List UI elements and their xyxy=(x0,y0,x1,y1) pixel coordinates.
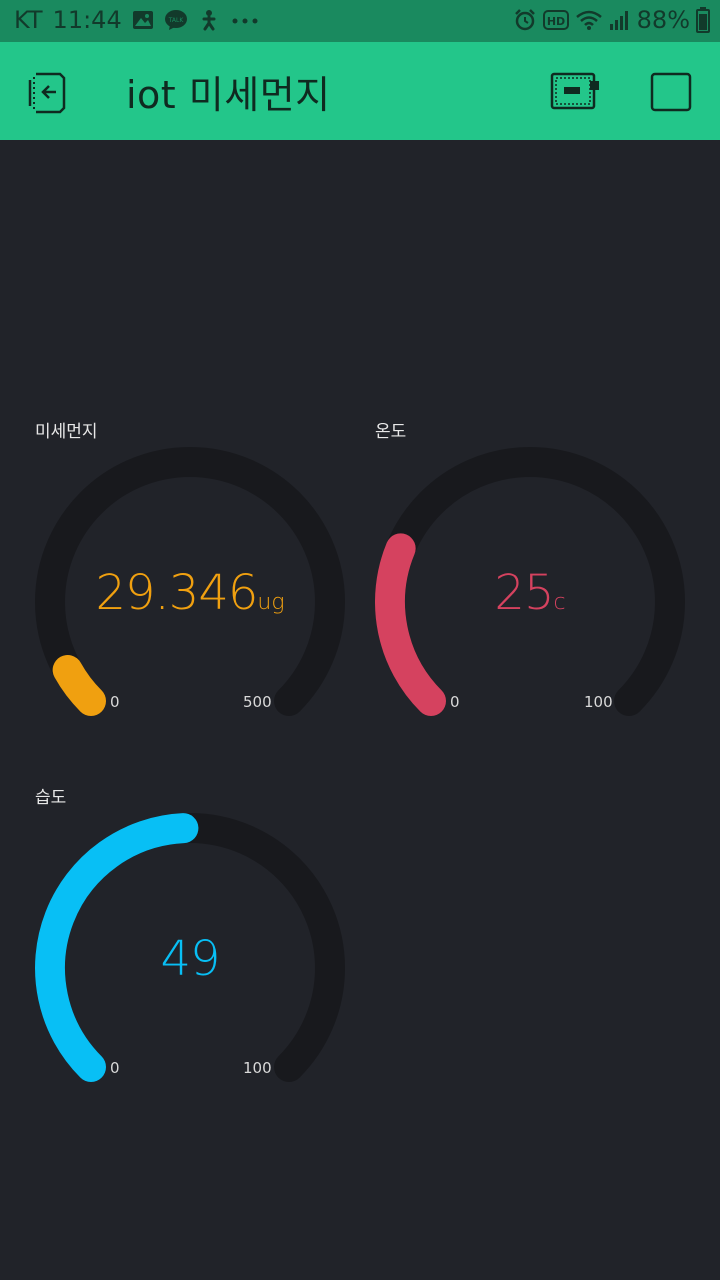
status-left: KT 11:44 TALK xyxy=(14,6,260,34)
gauge-fill xyxy=(52,655,107,716)
gauge-value-unit: c xyxy=(553,590,566,615)
gauge-label: 온도 xyxy=(375,422,407,442)
gauge-dial xyxy=(375,447,685,716)
gauge-label: 미세먼지 xyxy=(35,422,98,442)
clock-label: 11:44 xyxy=(52,6,122,34)
gauge-value-unit: ug xyxy=(257,590,285,615)
gauge-dial xyxy=(35,447,345,716)
gauge-value-number: 49 xyxy=(160,931,220,987)
signal-icon xyxy=(609,11,628,30)
gauge-fill xyxy=(35,813,199,1082)
page-title: iot 미세먼지 xyxy=(126,73,331,117)
gauge-fine-dust[interactable]: 미세먼지 29.346ug 0 500 xyxy=(35,417,355,747)
carrier-label: KT xyxy=(14,6,43,34)
gauge-value: 29.346ug xyxy=(35,565,345,621)
gauge-value: 25c xyxy=(375,565,685,621)
status-bar: KT 11:44 TALK HD xyxy=(0,0,720,42)
accessibility-icon xyxy=(202,10,216,31)
app-bar: iot 미세먼지 xyxy=(0,42,720,140)
gauge-label: 습도 xyxy=(35,788,67,808)
gauge-max-label: 500 xyxy=(243,693,272,711)
svg-text:HD: HD xyxy=(546,15,564,28)
gauge-humidity[interactable]: 습도 49 0 100 xyxy=(35,783,355,1113)
gauge-track xyxy=(35,447,345,716)
svg-text:TALK: TALK xyxy=(167,17,184,24)
exit-project-icon[interactable] xyxy=(26,70,72,114)
hd-icon: HD xyxy=(542,10,569,30)
gauge-value-number: 25 xyxy=(494,565,554,621)
device-icon[interactable] xyxy=(550,72,602,110)
battery-label: 88% xyxy=(636,6,690,34)
wifi-icon xyxy=(575,10,602,30)
gauge-dial xyxy=(35,813,345,1082)
gauge-value-number: 29.346 xyxy=(95,565,258,621)
battery-icon xyxy=(696,7,710,33)
gauge-temperature[interactable]: 온도 25c 0 100 xyxy=(375,417,695,747)
more-dots-icon xyxy=(232,18,258,24)
gauge-max-label: 100 xyxy=(584,693,613,711)
gauge-min-label: 0 xyxy=(110,693,120,711)
status-right: HD 88% xyxy=(513,6,710,34)
gauge-min-label: 0 xyxy=(450,693,460,711)
gallery-icon xyxy=(132,11,153,29)
gauge-fill xyxy=(375,533,447,716)
gauge-value: 49 xyxy=(35,931,345,987)
gauge-max-label: 100 xyxy=(243,1059,272,1077)
kakaotalk-icon: TALK xyxy=(164,10,187,30)
alarm-icon xyxy=(514,9,535,31)
stop-icon[interactable] xyxy=(650,72,692,112)
gauge-min-label: 0 xyxy=(110,1059,120,1077)
